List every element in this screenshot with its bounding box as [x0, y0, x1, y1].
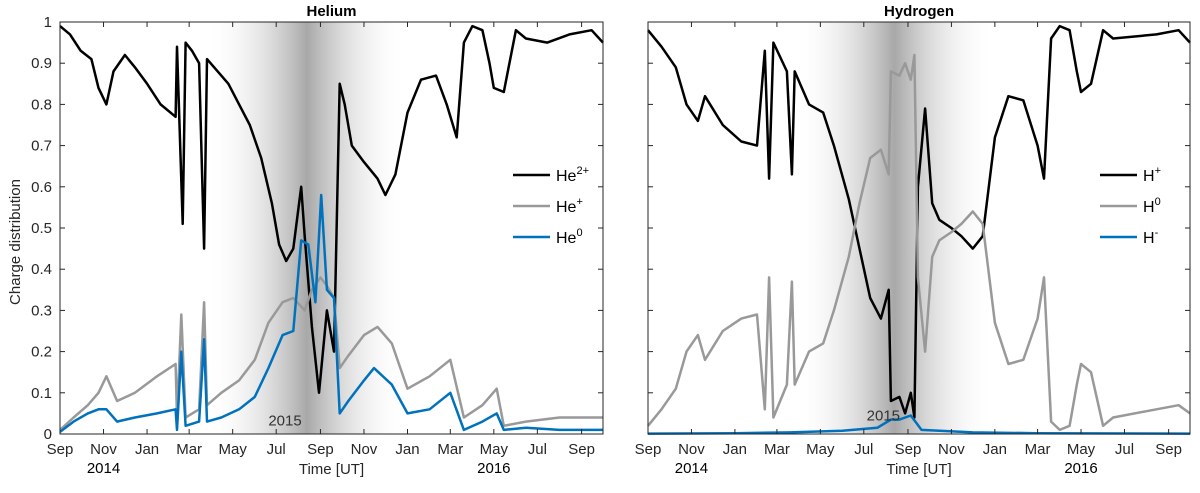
series-line-He0	[59, 193, 603, 433]
y-tick-label: 0.3	[31, 302, 52, 319]
x-tick-label: Jul	[854, 441, 873, 458]
year-annotation: 2015	[867, 407, 900, 424]
year-label: 2014	[87, 460, 120, 477]
x-tick-label: Sep	[1155, 441, 1182, 458]
x-tick-label: Nov	[938, 441, 965, 458]
x-tick-label: Mar	[176, 441, 202, 458]
y-tick-label: 0.6	[31, 179, 52, 196]
y-axis-title: Charge distribution	[7, 179, 24, 305]
y-tick-label: 0	[44, 426, 52, 443]
hydrogen-panel: Hydrogen Sep Nov Jan Mar May Jul Sep Nov Jan Mar Ma…	[635, 3, 1191, 478]
legend-label: He+	[556, 196, 583, 216]
y-tick-label: 0.1	[31, 385, 52, 402]
legend-label: He0	[556, 227, 583, 247]
x-tick-label: Sep	[47, 441, 74, 458]
year-annotation: 2015	[268, 412, 301, 429]
x-tick-label: Nov	[678, 441, 705, 458]
x-tick-label: Sep	[895, 441, 922, 458]
perihelion-shading	[206, 22, 408, 434]
legend-item: H-	[1100, 227, 1159, 247]
panel-title: Hydrogen	[884, 3, 954, 20]
x-tick-label: Sep	[635, 441, 662, 458]
legend-label: H+	[1143, 165, 1161, 185]
legend-item: H0	[1100, 196, 1161, 216]
x-tick-label: May	[480, 441, 509, 458]
y-tick-label: 0.4	[31, 261, 52, 278]
x-tick-label: Jan	[723, 441, 747, 458]
x-tick-label: Nov	[90, 441, 117, 458]
perihelion-shading	[794, 22, 995, 434]
x-tick-label: Jul	[1115, 441, 1134, 458]
x-axis-title: Time [UT]	[299, 461, 364, 478]
y-tick-label: 0.5	[31, 220, 52, 237]
x-tick-label: Jul	[528, 441, 547, 458]
x-tick-label: Jan	[395, 441, 419, 458]
series-line-He2plus	[59, 24, 604, 395]
x-tick-label: Jan	[135, 441, 159, 458]
series-line-H0	[647, 53, 1191, 432]
x-tick-label: May	[806, 441, 835, 458]
helium-panel: Helium 0 0.1 0.2 0.3 0.4 0.5 0.6 0.7 0.8 0.9 1 Sep No…	[31, 3, 604, 478]
series-line-Hminus	[647, 414, 1191, 435]
y-tick-label: 0.9	[31, 55, 52, 72]
x-tick-label: Sep	[307, 441, 334, 458]
y-tick-label: 1	[44, 14, 52, 31]
legend-label: H0	[1143, 196, 1161, 216]
legend-item: He+	[513, 196, 583, 216]
x-tick-label: Sep	[568, 441, 595, 458]
y-tick-label: 0.7	[31, 138, 52, 155]
legend-item: He2+	[513, 165, 589, 185]
x-tick-label: Mar	[1025, 441, 1051, 458]
x-tick-label: Mar	[437, 441, 463, 458]
y-tick-label: 0.2	[31, 344, 52, 361]
year-label: 2014	[675, 460, 708, 477]
x-tick-label: Jul	[267, 441, 286, 458]
legend-label: He2+	[556, 165, 589, 185]
legend-label: H-	[1143, 227, 1159, 247]
y-tick-label: 0.8	[31, 96, 52, 113]
series-line-Heplus	[59, 276, 603, 431]
legend-item: H+	[1100, 165, 1161, 185]
series-line-Hplus	[647, 24, 1191, 419]
year-label: 2016	[1064, 460, 1097, 477]
x-tick-label: Mar	[764, 441, 790, 458]
panel-title: Helium	[306, 3, 356, 20]
x-tick-label: May	[1067, 441, 1096, 458]
x-tick-label: Jan	[983, 441, 1007, 458]
legend-item: He0	[513, 227, 583, 247]
x-tick-label: Nov	[351, 441, 378, 458]
year-label: 2016	[477, 460, 510, 477]
x-tick-label: May	[219, 441, 248, 458]
x-axis-title: Time [UT]	[886, 461, 951, 478]
